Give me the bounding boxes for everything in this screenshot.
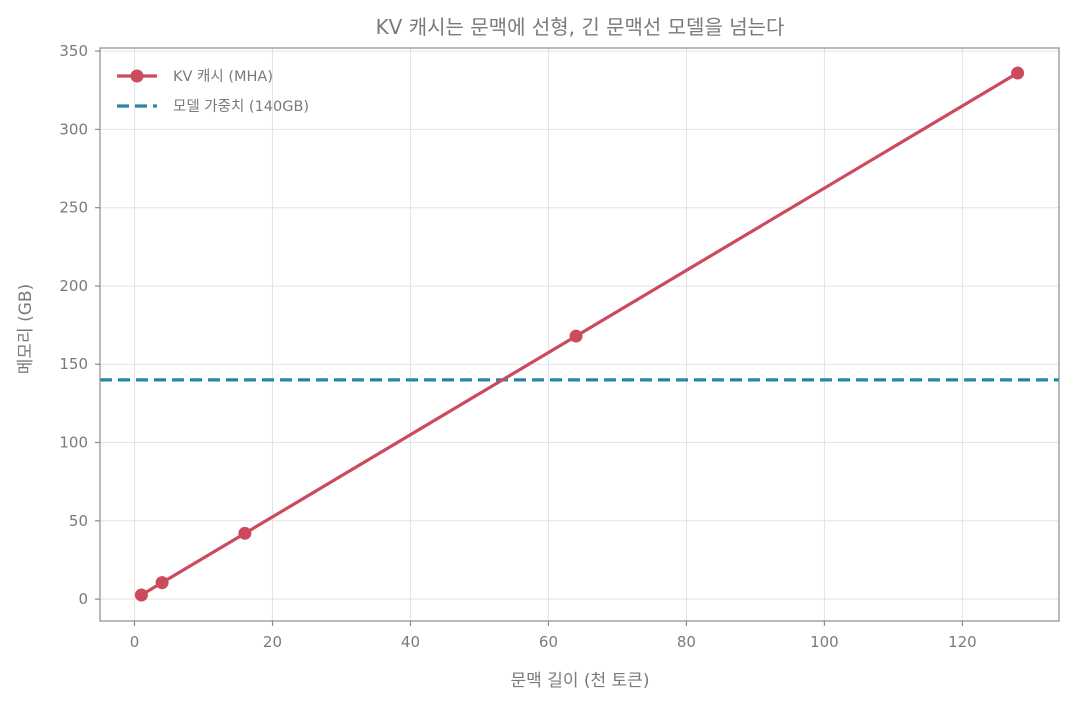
kv-cache-point	[134, 588, 148, 602]
y-tick-label: 350	[59, 42, 88, 60]
y-tick-label: 300	[59, 120, 88, 138]
x-tick-label: 20	[263, 633, 282, 651]
x-tick-label: 120	[948, 633, 977, 651]
legend-label-kv-cache: KV 캐시 (MHA)	[173, 68, 273, 85]
series-layer	[134, 66, 1025, 602]
y-tick-label: 200	[59, 277, 88, 295]
y-tick-label: 100	[59, 434, 88, 452]
x-axis-label: 문맥 길이 (천 토큰)	[511, 671, 650, 691]
kv-cache-point	[1011, 66, 1025, 80]
kv-cache-point	[155, 576, 169, 590]
grid	[100, 48, 1059, 621]
legend-marker-kv-cache	[130, 69, 144, 83]
x-tick-label: 100	[810, 633, 839, 651]
x-tick-label: 40	[401, 633, 420, 651]
y-tick-label: 250	[59, 199, 88, 217]
y-tick-label: 50	[69, 512, 88, 530]
y-axis-label: 메모리 (GB)	[16, 284, 36, 374]
legend-label-weights: 모델 가중치 (140GB)	[173, 98, 309, 115]
legend: KV 캐시 (MHA) 모델 가중치 (140GB)	[117, 68, 309, 115]
plot-frame	[99, 47, 1060, 622]
kv-cache-point	[238, 526, 252, 540]
kv-cache-point	[569, 329, 583, 343]
y-axis-ticks: 0 50 100 150 200 250 300 350	[59, 42, 100, 608]
x-tick-label: 80	[677, 633, 696, 651]
x-tick-label: 60	[539, 633, 558, 651]
x-tick-label: 0	[130, 633, 140, 651]
x-axis-ticks: 0 20 40 60 80 100 120	[130, 621, 977, 651]
y-tick-label: 150	[59, 355, 88, 373]
y-tick-label: 0	[78, 590, 88, 608]
chart-title: KV 캐시는 문맥에 선형, 긴 문맥선 모델을 넘는다	[376, 15, 785, 39]
